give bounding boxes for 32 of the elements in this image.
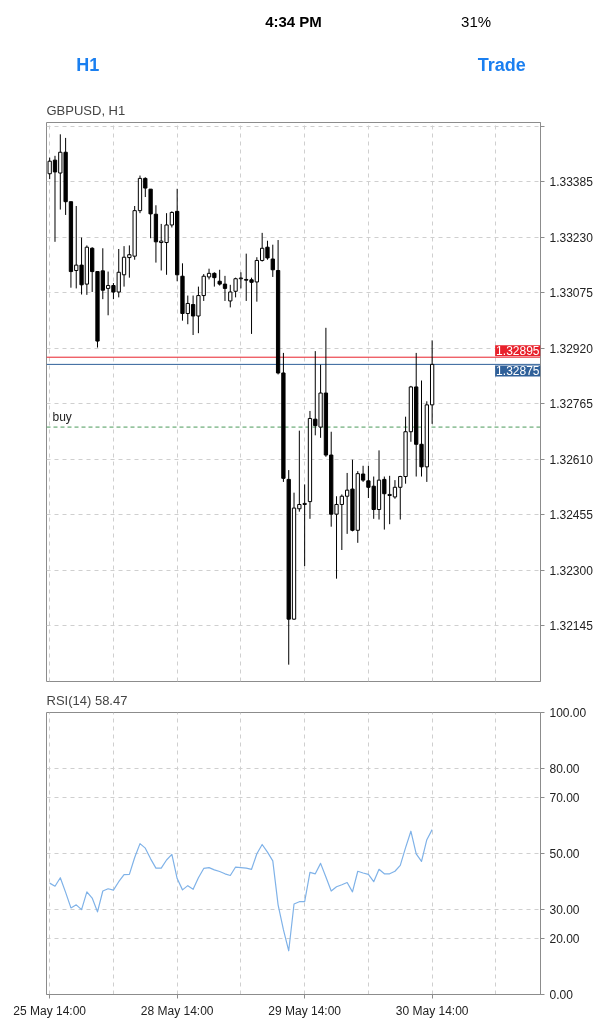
chart-title: GBPUSD, H1 — [46, 102, 126, 118]
y-tick-label: 1.33075 — [549, 286, 594, 301]
ref-line-label: buy — [52, 410, 72, 425]
y-tick-label: 1.32145 — [549, 619, 594, 634]
y-tick-label: 1.33230 — [549, 230, 594, 245]
y-tick-label: 80.00 — [549, 762, 580, 777]
ref-line-label: 1.32875 — [496, 364, 540, 379]
y-tick-label: 50.00 — [549, 847, 580, 861]
x-tick-label: 29 May 14:00 — [268, 1003, 342, 1018]
y-tick-label: 1.32920 — [549, 341, 594, 356]
ref-line-label: 1.32895 — [496, 344, 540, 359]
chart-title: RSI(14) 58.47 — [46, 692, 128, 708]
line-series — [49, 829, 433, 952]
candlestick — [270, 244, 275, 278]
y-tick-label: 30.00 — [549, 903, 580, 918]
y-tick-label: 1.32455 — [549, 508, 594, 523]
text: 31% — [461, 12, 492, 30]
x-tick-label: 28 May 14:00 — [140, 1003, 214, 1018]
y-tick-label: 1.32610 — [549, 452, 594, 467]
text: H1 — [76, 55, 100, 76]
y-tick-label: 100.00 — [549, 706, 587, 720]
y-tick-label: 20.00 — [549, 931, 580, 946]
text: Trade — [477, 55, 526, 76]
y-tick-label: 70.00 — [549, 790, 580, 805]
candlestick — [228, 284, 233, 308]
y-tick-label: 0.00 — [549, 988, 574, 1002]
y-tick-label: 1.32765 — [549, 397, 594, 412]
x-tick-label: 25 May 14:00 — [13, 1003, 87, 1018]
y-tick-label: 1.32300 — [549, 563, 594, 578]
y-tick-label: 1.33385 — [549, 175, 594, 190]
text: 4:34 PM — [265, 12, 322, 30]
x-tick-label: 30 May 14:00 — [395, 1003, 469, 1018]
